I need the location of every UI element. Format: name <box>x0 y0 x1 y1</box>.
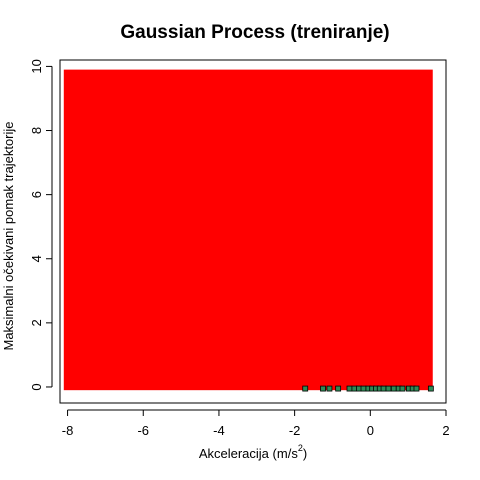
y-tick-label: 2 <box>29 319 44 326</box>
x-axis-label-unit-exp: 2 <box>298 443 303 453</box>
data-point <box>346 385 353 392</box>
y-tick-label: 0 <box>29 383 44 390</box>
x-tick-label: 0 <box>367 423 374 438</box>
x-axis-label: Akceleracija (m/s2) <box>199 443 307 461</box>
y-axis-label: Maksimalni očekivani pomak trajektorije <box>1 121 16 350</box>
prediction-region <box>63 69 433 391</box>
x-axis-label-unit-denom: s <box>291 446 298 461</box>
x-tick-label: 2 <box>442 423 449 438</box>
y-axis: 0 2 4 6 8 10 <box>29 59 53 391</box>
data-point <box>413 385 420 392</box>
plot-frame <box>59 59 447 404</box>
data-point <box>385 385 392 392</box>
chart-title: Gaussian Process (treniranje) <box>120 22 389 43</box>
x-axis-label-prefix: Akceleracija ( <box>199 446 278 461</box>
x-axis: -8 -6 -4 -2 0 2 <box>62 409 450 438</box>
data-point <box>427 385 434 392</box>
x-axis-label-suffix: ) <box>303 446 307 461</box>
data-point <box>335 385 342 392</box>
x-tick-label: -4 <box>213 423 225 438</box>
data-point <box>380 385 387 392</box>
data-point <box>302 385 309 392</box>
y-tick-label: 10 <box>29 59 44 73</box>
plot-area <box>63 69 434 392</box>
data-point <box>390 385 397 392</box>
data-point <box>326 385 333 392</box>
y-tick-label: 4 <box>29 255 44 262</box>
x-axis-label-unit-sep: / <box>288 446 292 461</box>
x-tick-label: -6 <box>137 423 149 438</box>
data-point <box>320 385 326 392</box>
x-tick-label: -8 <box>62 423 74 438</box>
data-point <box>399 385 406 392</box>
data-point <box>360 385 367 392</box>
x-axis-label-unit-base: m <box>277 446 288 461</box>
x-tick-label: -2 <box>289 423 301 438</box>
y-tick-label: 8 <box>29 127 44 134</box>
y-tick-label: 6 <box>29 191 44 198</box>
